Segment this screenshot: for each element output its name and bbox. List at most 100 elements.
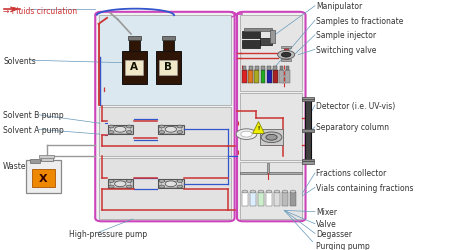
- Circle shape: [266, 190, 272, 193]
- Bar: [128, 36, 141, 40]
- Circle shape: [242, 190, 247, 193]
- Circle shape: [165, 127, 176, 133]
- Bar: [240, 172, 302, 174]
- Text: Degasser: Degasser: [317, 229, 352, 238]
- Circle shape: [127, 126, 132, 128]
- Bar: [248, 71, 253, 84]
- Bar: [110, 181, 130, 187]
- Bar: [260, 130, 283, 146]
- Text: → Fluids circulation: → Fluids circulation: [3, 7, 77, 16]
- Circle shape: [282, 190, 288, 193]
- Bar: [242, 32, 260, 39]
- Bar: [41, 158, 53, 161]
- Bar: [280, 67, 283, 71]
- Bar: [156, 52, 181, 84]
- Bar: [30, 159, 40, 164]
- Bar: [267, 71, 272, 84]
- Circle shape: [159, 131, 164, 134]
- Circle shape: [266, 135, 277, 140]
- Bar: [26, 160, 61, 194]
- Circle shape: [109, 180, 114, 183]
- Bar: [244, 28, 273, 32]
- Text: X: X: [39, 174, 47, 184]
- Bar: [242, 71, 247, 84]
- Text: Samples to fractionate: Samples to fractionate: [317, 17, 404, 26]
- Bar: [108, 125, 133, 134]
- Text: Vials containing fractions: Vials containing fractions: [317, 183, 414, 192]
- Text: High-pressure pump: High-pressure pump: [69, 229, 147, 238]
- Text: A: A: [130, 61, 138, 71]
- Text: Valve: Valve: [317, 219, 337, 228]
- Bar: [99, 16, 231, 106]
- Bar: [242, 192, 248, 206]
- Bar: [108, 179, 133, 189]
- Bar: [255, 71, 259, 84]
- Bar: [286, 67, 290, 71]
- Text: Fractions collector: Fractions collector: [317, 169, 387, 178]
- Circle shape: [177, 126, 182, 128]
- Bar: [305, 101, 311, 160]
- Bar: [281, 60, 292, 62]
- Text: Separatory column: Separatory column: [317, 123, 390, 132]
- Bar: [260, 39, 272, 45]
- Bar: [290, 192, 296, 206]
- Bar: [282, 192, 288, 206]
- Bar: [302, 97, 314, 99]
- Bar: [242, 40, 260, 49]
- Bar: [281, 46, 292, 49]
- Text: Manipulator: Manipulator: [317, 2, 363, 11]
- Bar: [302, 159, 314, 162]
- Bar: [274, 192, 280, 206]
- Bar: [161, 126, 181, 133]
- Text: Sample injector: Sample injector: [317, 31, 376, 40]
- Bar: [258, 192, 264, 206]
- Bar: [249, 67, 253, 71]
- Text: Purging pump: Purging pump: [317, 241, 370, 250]
- Circle shape: [236, 129, 257, 140]
- Circle shape: [159, 126, 164, 128]
- Bar: [158, 179, 183, 189]
- Bar: [261, 67, 265, 71]
- Bar: [32, 170, 55, 188]
- Bar: [261, 71, 265, 84]
- Circle shape: [282, 53, 291, 58]
- Text: Detector (i.e. UV-vis): Detector (i.e. UV-vis): [317, 101, 396, 110]
- Bar: [266, 192, 272, 206]
- Bar: [302, 99, 314, 102]
- Bar: [159, 61, 177, 76]
- Circle shape: [109, 126, 114, 128]
- Text: Switching valve: Switching valve: [317, 46, 377, 55]
- Circle shape: [165, 181, 176, 187]
- Circle shape: [109, 185, 114, 188]
- FancyBboxPatch shape: [95, 13, 235, 222]
- Bar: [240, 162, 302, 219]
- Circle shape: [274, 190, 280, 193]
- Text: B: B: [164, 61, 173, 71]
- Bar: [240, 94, 302, 160]
- Circle shape: [258, 190, 264, 193]
- Text: Solvent A pump: Solvent A pump: [3, 125, 64, 134]
- Bar: [162, 36, 175, 40]
- Bar: [158, 125, 183, 134]
- Bar: [240, 16, 302, 91]
- Text: Solvents: Solvents: [3, 56, 36, 66]
- Circle shape: [159, 185, 164, 188]
- Text: Mixer: Mixer: [317, 207, 337, 216]
- Bar: [250, 192, 256, 206]
- Circle shape: [250, 190, 255, 193]
- Circle shape: [127, 180, 132, 183]
- Bar: [243, 67, 246, 71]
- Circle shape: [127, 185, 132, 188]
- Circle shape: [241, 132, 252, 138]
- Circle shape: [278, 51, 295, 60]
- Circle shape: [177, 185, 182, 188]
- Circle shape: [127, 131, 132, 134]
- Bar: [273, 71, 278, 84]
- Bar: [279, 71, 284, 84]
- Bar: [270, 31, 275, 44]
- Circle shape: [177, 180, 182, 183]
- Circle shape: [290, 190, 296, 193]
- Bar: [302, 161, 314, 164]
- Text: Solvent B pump: Solvent B pump: [3, 111, 64, 120]
- Bar: [284, 48, 288, 61]
